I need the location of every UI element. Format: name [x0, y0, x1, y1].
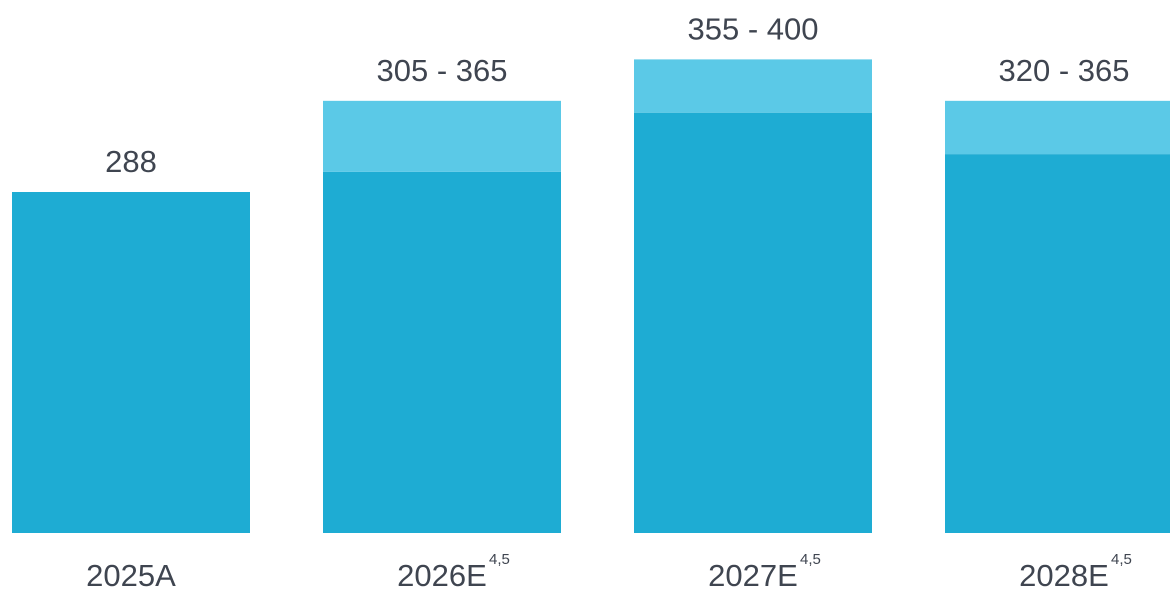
bar-range-2026E	[323, 100, 561, 172]
x-axis-tick-labels: 2025A 2026E 4,5 2027E 4,5 2028E 4,5	[86, 551, 1132, 591]
data-label-2027E: 355 - 400	[688, 11, 819, 46]
x-tick-footnote-2028E: 4,5	[1111, 551, 1132, 568]
bar-base-2027E	[634, 112, 872, 534]
x-tick-label-2027E: 2027E	[708, 558, 798, 591]
x-tick-label-2025A: 2025A	[86, 558, 176, 591]
data-label-2026E: 305 - 365	[377, 53, 508, 88]
bar-range-2027E	[634, 59, 872, 113]
bar-range-2028E	[945, 100, 1170, 155]
x-tick-label-2026E: 2026E	[397, 558, 487, 591]
data-label-2028E: 320 - 365	[999, 53, 1130, 88]
bar-base-2025A	[12, 192, 250, 533]
data-label-2025A: 288	[105, 144, 157, 179]
x-tick-footnote-2026E: 4,5	[489, 551, 510, 568]
x-tick-footnote-2027E: 4,5	[800, 551, 821, 568]
x-tick-label-2028E: 2028E	[1019, 558, 1109, 591]
bar-base-2026E	[323, 171, 561, 533]
bar-base-2028E	[945, 154, 1170, 533]
bars-group	[12, 59, 1170, 534]
value-labels-group: 288 305 - 365 355 - 400 320 - 365	[105, 11, 1129, 179]
